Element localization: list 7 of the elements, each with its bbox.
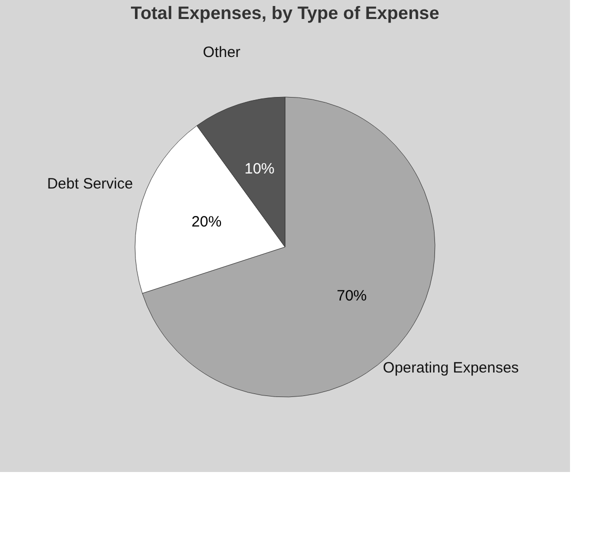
- data-label: 70%: [336, 287, 367, 304]
- data-label: 20%: [192, 214, 222, 231]
- slice-label: Operating Expenses: [382, 359, 519, 376]
- chart-title: Total Expenses, by Type of Expense: [130, 3, 440, 23]
- slice-label: Other: [202, 44, 240, 62]
- data-label: 10%: [244, 160, 275, 178]
- slice-label: Debt Service: [47, 176, 133, 193]
